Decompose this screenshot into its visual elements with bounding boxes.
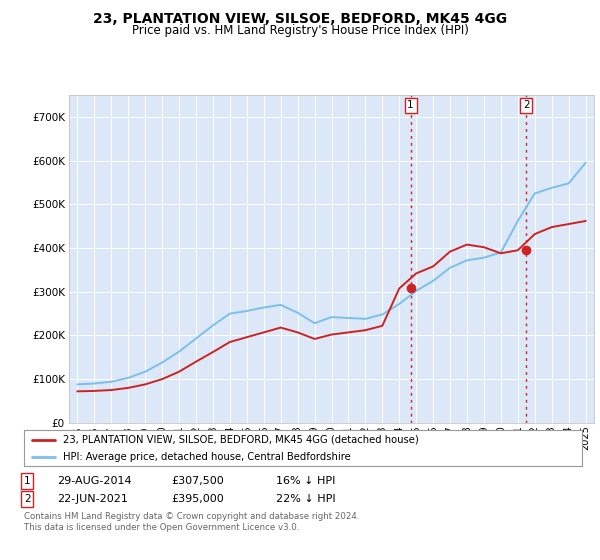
Text: HPI: Average price, detached house, Central Bedfordshire: HPI: Average price, detached house, Cent…	[63, 452, 351, 462]
Text: 22% ↓ HPI: 22% ↓ HPI	[276, 494, 335, 504]
Text: 2: 2	[24, 494, 31, 504]
Text: £395,000: £395,000	[171, 494, 224, 504]
Text: £307,500: £307,500	[171, 476, 224, 486]
Text: 1: 1	[24, 476, 31, 486]
Text: Contains HM Land Registry data © Crown copyright and database right 2024.
This d: Contains HM Land Registry data © Crown c…	[24, 512, 359, 532]
Text: 22-JUN-2021: 22-JUN-2021	[57, 494, 128, 504]
Text: 1: 1	[407, 100, 414, 110]
Text: 16% ↓ HPI: 16% ↓ HPI	[276, 476, 335, 486]
Text: 23, PLANTATION VIEW, SILSOE, BEDFORD, MK45 4GG (detached house): 23, PLANTATION VIEW, SILSOE, BEDFORD, MK…	[63, 435, 419, 445]
Text: 29-AUG-2014: 29-AUG-2014	[57, 476, 131, 486]
Text: 2: 2	[523, 100, 530, 110]
Text: Price paid vs. HM Land Registry's House Price Index (HPI): Price paid vs. HM Land Registry's House …	[131, 24, 469, 36]
Text: 23, PLANTATION VIEW, SILSOE, BEDFORD, MK45 4GG: 23, PLANTATION VIEW, SILSOE, BEDFORD, MK…	[93, 12, 507, 26]
